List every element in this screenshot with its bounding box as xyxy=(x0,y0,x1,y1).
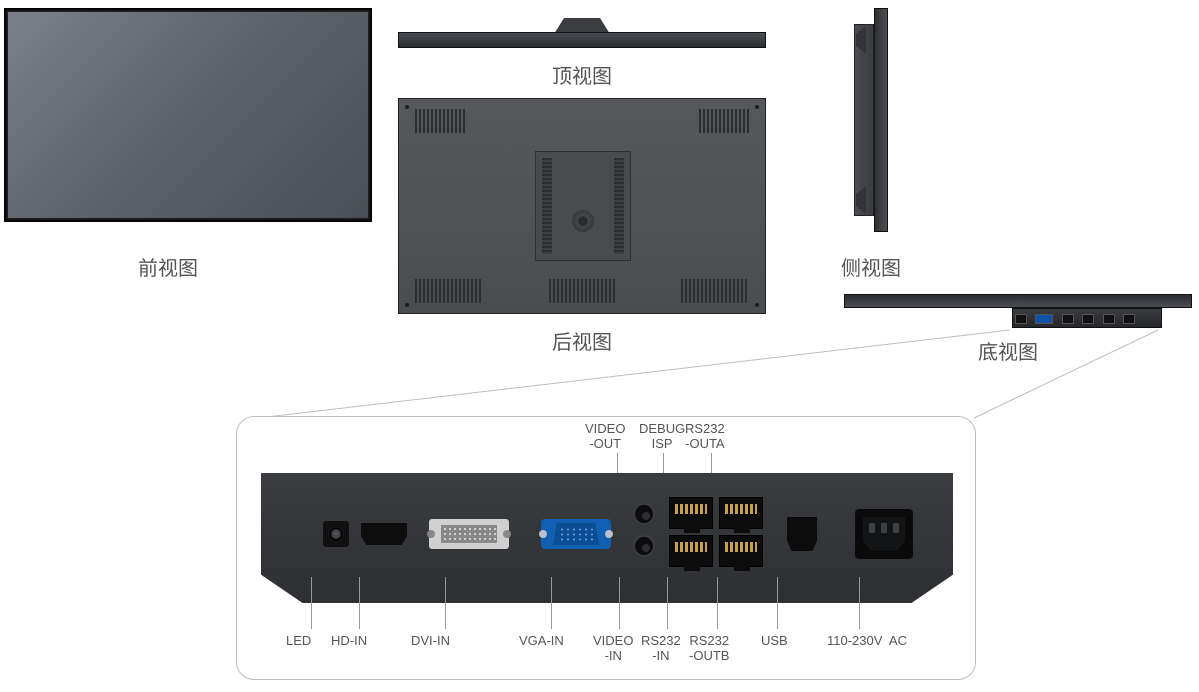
screw-icon xyxy=(503,530,511,538)
front-view-label: 前视图 xyxy=(138,252,198,281)
bottom-view xyxy=(844,294,1192,328)
port-rs232-in xyxy=(669,535,713,567)
ac-pin-icon xyxy=(869,523,875,533)
port-label-hd-in: HD-IN xyxy=(331,633,367,648)
mini-port-icon xyxy=(1015,314,1027,324)
port-label-video-out: VIDEO -OUT xyxy=(585,421,625,451)
port-rj45-block xyxy=(669,497,765,567)
screw-icon xyxy=(405,303,409,307)
mini-port-icon xyxy=(1062,314,1074,324)
lead-line xyxy=(311,577,312,629)
rear-vent xyxy=(699,109,749,133)
front-view-screen xyxy=(8,12,368,218)
ac-pin-icon xyxy=(893,523,899,533)
lead-line xyxy=(551,577,552,629)
mini-port-icon xyxy=(1123,314,1135,324)
bottom-view-label: 底视图 xyxy=(978,336,1038,365)
dvi-port-icon xyxy=(429,519,509,549)
rear-vent xyxy=(549,279,617,303)
lead-line xyxy=(717,577,718,629)
lead-line xyxy=(859,577,860,629)
dvi-pins-icon xyxy=(441,525,497,543)
lead-line xyxy=(359,577,360,629)
lead-line xyxy=(667,577,668,629)
rear-view xyxy=(398,98,766,314)
lead-line xyxy=(445,577,446,629)
rj45-pins-icon xyxy=(675,542,707,552)
side-view-label: 侧视图 xyxy=(841,252,901,281)
top-view-bar xyxy=(398,32,766,48)
lead-line xyxy=(619,577,620,629)
mini-port-icon xyxy=(1103,314,1115,324)
rear-view-label: 后视图 xyxy=(552,326,612,355)
side-view xyxy=(854,8,888,232)
rear-vent xyxy=(415,109,465,133)
port-hd-in xyxy=(361,523,407,545)
screw-icon xyxy=(427,530,435,538)
ports-detail-frame: VIDEO -OUT DEBUG ISP RS232 -OUTA xyxy=(236,416,976,680)
port-vga-in xyxy=(541,519,611,549)
screw-icon xyxy=(405,105,409,109)
ac-pin-icon xyxy=(881,523,887,533)
top-view xyxy=(398,18,766,48)
screw-icon xyxy=(539,530,547,538)
port-led xyxy=(323,521,349,547)
port-label-debug-isp: DEBUG ISP xyxy=(639,421,685,451)
port-label-video-in: VIDEO -IN xyxy=(593,633,633,663)
port-usb xyxy=(787,517,817,551)
ports-body xyxy=(261,473,953,603)
fan-icon xyxy=(572,210,594,232)
port-label-rs232-in: RS232 -IN xyxy=(641,633,681,663)
port-dvi-in xyxy=(429,519,509,549)
vga-port-icon xyxy=(541,519,611,549)
lead-line xyxy=(777,577,778,629)
screw-icon xyxy=(755,303,759,307)
hdmi-port-icon xyxy=(361,523,407,545)
port-label-rs232-outa: RS232 -OUTA xyxy=(685,421,725,451)
rear-vent xyxy=(681,279,749,303)
side-view-notch xyxy=(856,26,866,54)
port-rs232-outa xyxy=(719,497,763,529)
rj45-pins-icon xyxy=(725,504,757,514)
rear-vent xyxy=(415,279,483,303)
port-debug-isp xyxy=(669,497,713,529)
led-indicator-icon xyxy=(330,528,342,540)
port-label-rs232-outb: RS232 -OUTB xyxy=(689,633,729,663)
side-view-notch xyxy=(856,186,866,214)
screw-icon xyxy=(755,105,759,109)
bottom-view-bar xyxy=(844,294,1192,308)
rear-module xyxy=(535,151,631,261)
rj45-pins-icon xyxy=(675,504,707,514)
rca-pin-icon xyxy=(642,512,650,520)
rj45-pins-icon xyxy=(725,542,757,552)
screw-icon xyxy=(605,530,613,538)
port-ac-inlet xyxy=(855,509,913,559)
port-label-usb: USB xyxy=(761,633,788,648)
port-label-dvi-in: DVI-IN xyxy=(411,633,450,648)
rca-pin-icon xyxy=(642,544,650,552)
usb-port-icon xyxy=(787,517,817,551)
mini-port-icon xyxy=(1082,314,1094,324)
port-rs232-outb xyxy=(719,535,763,567)
front-view xyxy=(4,8,372,222)
port-video-out xyxy=(633,503,655,525)
mini-port-icon xyxy=(1035,314,1053,324)
port-video-in xyxy=(633,535,655,557)
top-view-label: 顶视图 xyxy=(552,60,612,89)
port-label-led: LED xyxy=(286,633,311,648)
ac-inlet-icon xyxy=(855,509,913,559)
port-label-vga-in: VGA-IN xyxy=(519,633,564,648)
vga-pins-icon xyxy=(559,527,593,541)
bottom-view-port-pod xyxy=(1012,308,1162,328)
port-label-ac: 110-230V AC xyxy=(827,633,907,648)
side-view-panel xyxy=(874,8,888,232)
